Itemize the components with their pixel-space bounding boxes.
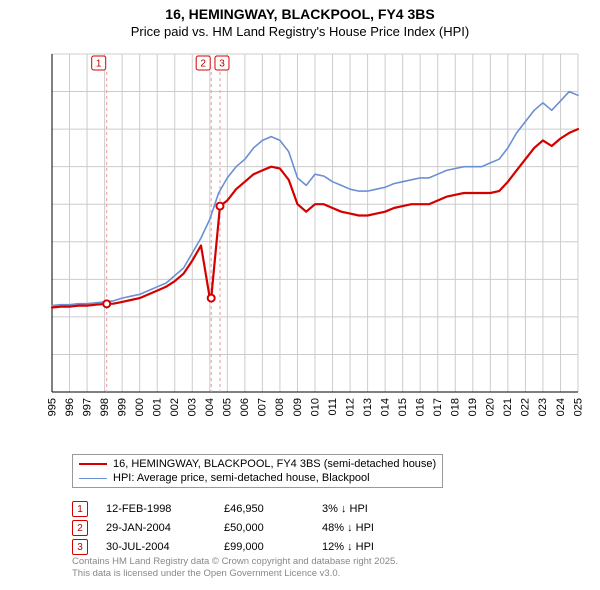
svg-text:2020: 2020 bbox=[485, 398, 497, 416]
footer-line1: Contains HM Land Registry data © Crown c… bbox=[72, 556, 398, 568]
event-pct: 3% ↓ HPI bbox=[322, 503, 432, 515]
legend-label-0: 16, HEMINGWAY, BLACKPOOL, FY4 3BS (semi-… bbox=[113, 458, 436, 470]
svg-text:1997: 1997 bbox=[81, 398, 93, 416]
svg-text:2025: 2025 bbox=[572, 398, 584, 416]
svg-text:1: 1 bbox=[96, 59, 102, 70]
svg-text:2005: 2005 bbox=[222, 398, 234, 416]
svg-text:2004: 2004 bbox=[204, 398, 216, 416]
chart-legend: 16, HEMINGWAY, BLACKPOOL, FY4 3BS (semi-… bbox=[72, 454, 443, 488]
svg-text:2008: 2008 bbox=[274, 398, 286, 416]
svg-text:2016: 2016 bbox=[415, 398, 427, 416]
event-marker-icon: 1 bbox=[72, 501, 88, 517]
event-date: 12-FEB-1998 bbox=[106, 503, 206, 515]
footer-line2: This data is licensed under the Open Gov… bbox=[72, 568, 398, 580]
event-pct: 48% ↓ HPI bbox=[322, 522, 432, 534]
svg-text:2002: 2002 bbox=[169, 398, 181, 416]
svg-text:2014: 2014 bbox=[379, 398, 391, 416]
event-row: 2 29-JAN-2004 £50,000 48% ↓ HPI bbox=[72, 520, 432, 536]
legend-swatch-0 bbox=[79, 463, 107, 465]
event-price: £46,950 bbox=[224, 503, 304, 515]
svg-text:1996: 1996 bbox=[64, 398, 76, 416]
page-title-line2: Price paid vs. HM Land Registry's House … bbox=[0, 24, 600, 39]
page-title-line1: 16, HEMINGWAY, BLACKPOOL, FY4 3BS bbox=[0, 6, 600, 22]
svg-text:2000: 2000 bbox=[134, 398, 146, 416]
event-date: 29-JAN-2004 bbox=[106, 522, 206, 534]
price-chart: £0£20K£40K£60K£80K£100K£120K£140K£160K£1… bbox=[46, 46, 584, 416]
svg-text:3: 3 bbox=[219, 59, 225, 70]
footer-text: Contains HM Land Registry data © Crown c… bbox=[72, 556, 398, 580]
event-marker-icon: 3 bbox=[72, 539, 88, 555]
event-row: 3 30-JUL-2004 £99,000 12% ↓ HPI bbox=[72, 539, 432, 555]
legend-label-1: HPI: Average price, semi-detached house,… bbox=[113, 472, 370, 484]
svg-text:2018: 2018 bbox=[450, 398, 462, 416]
event-pct: 12% ↓ HPI bbox=[322, 541, 432, 553]
svg-text:2021: 2021 bbox=[502, 398, 514, 416]
svg-text:2003: 2003 bbox=[187, 398, 199, 416]
svg-text:2015: 2015 bbox=[397, 398, 409, 416]
svg-text:2007: 2007 bbox=[257, 398, 269, 416]
svg-text:2024: 2024 bbox=[555, 398, 567, 416]
event-row: 1 12-FEB-1998 £46,950 3% ↓ HPI bbox=[72, 501, 432, 517]
svg-text:2006: 2006 bbox=[239, 398, 251, 416]
svg-text:1999: 1999 bbox=[116, 398, 128, 416]
svg-text:2009: 2009 bbox=[292, 398, 304, 416]
svg-text:1998: 1998 bbox=[99, 398, 111, 416]
svg-text:2022: 2022 bbox=[520, 398, 532, 416]
svg-text:2011: 2011 bbox=[327, 398, 339, 416]
svg-text:2001: 2001 bbox=[151, 398, 163, 416]
event-price: £50,000 bbox=[224, 522, 304, 534]
event-price: £99,000 bbox=[224, 541, 304, 553]
event-date: 30-JUL-2004 bbox=[106, 541, 206, 553]
svg-text:2019: 2019 bbox=[467, 398, 479, 416]
svg-text:2017: 2017 bbox=[432, 398, 444, 416]
event-table: 1 12-FEB-1998 £46,950 3% ↓ HPI 2 29-JAN-2004 £… bbox=[72, 498, 432, 558]
svg-text:1995: 1995 bbox=[46, 398, 58, 416]
event-marker-icon: 2 bbox=[72, 520, 88, 536]
svg-text:2: 2 bbox=[200, 59, 206, 70]
svg-text:2010: 2010 bbox=[309, 398, 321, 416]
legend-swatch-1 bbox=[79, 478, 107, 479]
svg-text:2012: 2012 bbox=[344, 398, 356, 416]
svg-text:2023: 2023 bbox=[537, 398, 549, 416]
svg-text:2013: 2013 bbox=[362, 398, 374, 416]
